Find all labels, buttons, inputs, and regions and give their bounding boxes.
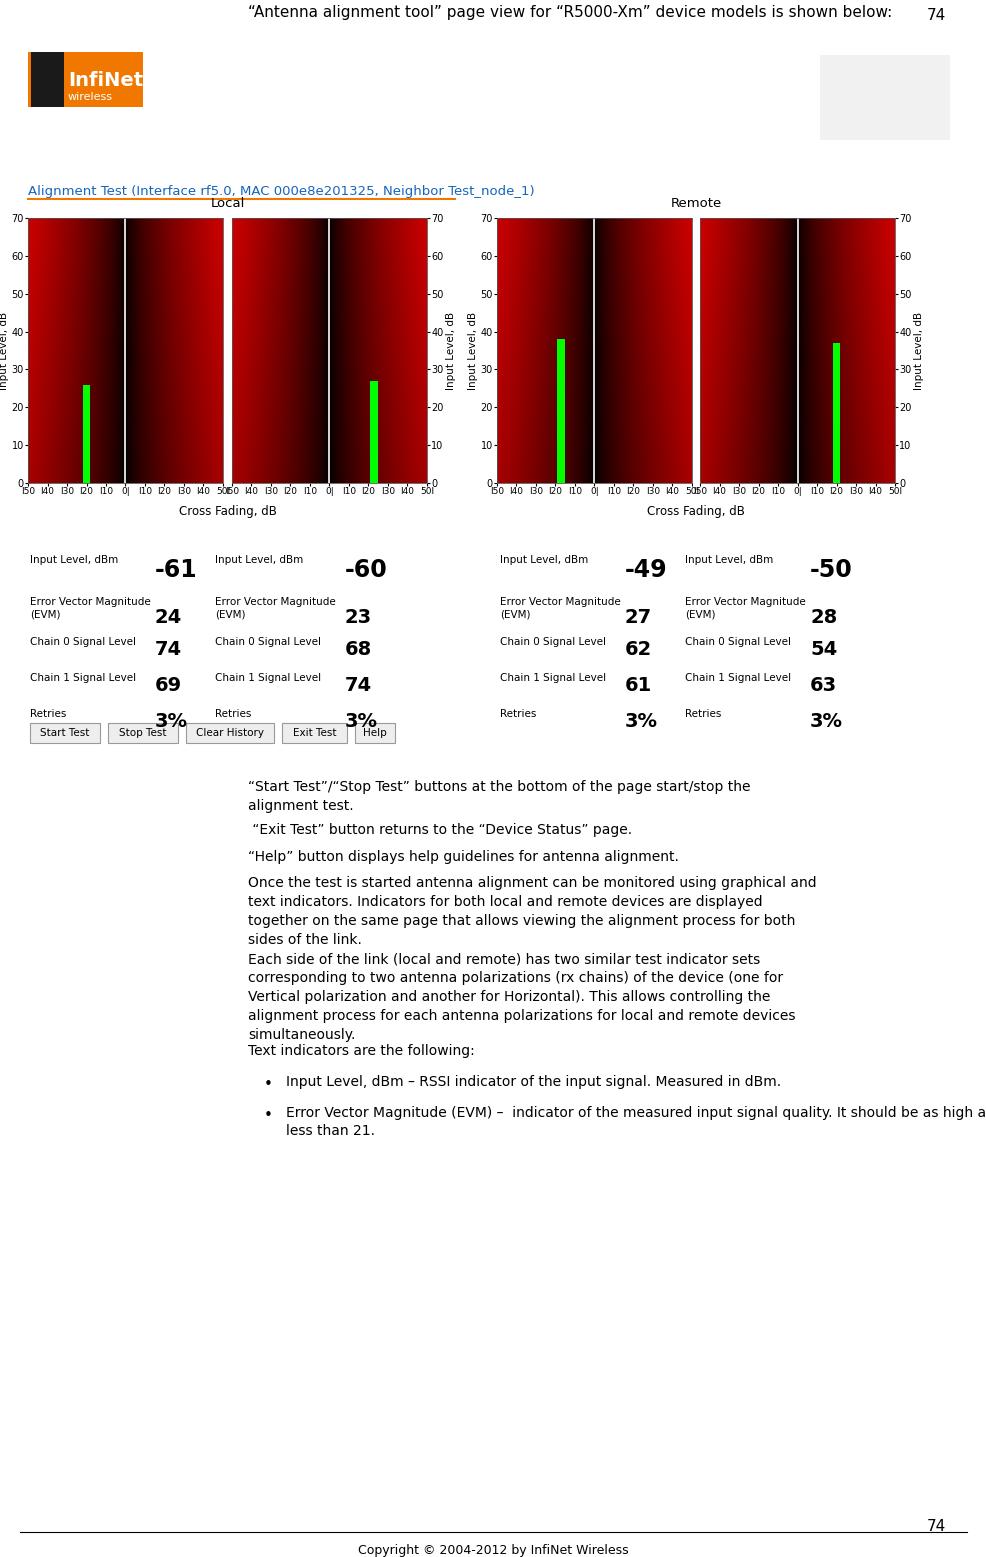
Text: Clear History: Clear History — [196, 729, 263, 738]
FancyBboxPatch shape — [282, 722, 347, 743]
Text: Chain 1 Signal Level: Chain 1 Signal Level — [500, 673, 605, 684]
Text: -49: -49 — [624, 557, 667, 582]
Text: Input Level, dBm: Input Level, dBm — [684, 554, 772, 565]
Text: Help: Help — [363, 729, 387, 738]
Text: Cross Fading, dB: Cross Fading, dB — [647, 504, 744, 518]
Text: 23: 23 — [345, 607, 372, 627]
Text: 74: 74 — [155, 640, 182, 659]
Text: 3%: 3% — [624, 712, 658, 730]
Text: Retries: Retries — [30, 708, 66, 719]
Text: Text indicators are the following:: Text indicators are the following: — [247, 1045, 474, 1059]
Text: 62: 62 — [624, 640, 652, 659]
Text: Input Level, dBm: Input Level, dBm — [215, 554, 303, 565]
Text: Error Vector Magnitude
(EVM): Error Vector Magnitude (EVM) — [684, 596, 805, 620]
Text: Input Level, dBm: Input Level, dBm — [500, 554, 588, 565]
Text: Retries: Retries — [500, 708, 535, 719]
Text: 3%: 3% — [810, 712, 842, 730]
Text: Chain 0 Signal Level: Chain 0 Signal Level — [30, 637, 136, 648]
Bar — [819, 54, 950, 140]
Text: •: • — [263, 1077, 272, 1091]
FancyBboxPatch shape — [107, 722, 177, 743]
Text: Chain 0 Signal Level: Chain 0 Signal Level — [684, 637, 790, 648]
Text: 63: 63 — [810, 676, 836, 694]
Text: “Antenna alignment tool” page view for “R5000-Xm” device models is shown below:: “Antenna alignment tool” page view for “… — [247, 5, 891, 20]
Bar — [31, 51, 64, 107]
Text: 27: 27 — [624, 607, 652, 627]
Text: Copyright © 2004-2012 by InfiNet Wireless: Copyright © 2004-2012 by InfiNet Wireles… — [358, 1545, 628, 1557]
Text: Stop Test: Stop Test — [119, 729, 167, 738]
Text: 68: 68 — [345, 640, 372, 659]
FancyBboxPatch shape — [30, 722, 100, 743]
Text: Error Vector Magnitude
(EVM): Error Vector Magnitude (EVM) — [500, 596, 620, 620]
Text: Cross Fading, dB: Cross Fading, dB — [178, 504, 276, 518]
Bar — [832, 343, 839, 483]
Text: Start Test: Start Test — [40, 729, 90, 738]
Text: •: • — [263, 1107, 272, 1123]
Text: Remote: Remote — [669, 198, 721, 210]
Text: Error Vector Magnitude (EVM) –  indicator of the measured input signal quality. : Error Vector Magnitude (EVM) – indicator… — [286, 1105, 986, 1138]
FancyBboxPatch shape — [355, 722, 394, 743]
Text: 3%: 3% — [155, 712, 187, 730]
Text: Retries: Retries — [684, 708, 721, 719]
Y-axis label: Input Level, dB: Input Level, dB — [913, 311, 923, 389]
Text: 74: 74 — [345, 676, 372, 694]
Text: 54: 54 — [810, 640, 836, 659]
Text: Error Vector Magnitude
(EVM): Error Vector Magnitude (EVM) — [215, 596, 335, 620]
Text: InfiNet: InfiNet — [68, 70, 143, 89]
Text: Chain 1 Signal Level: Chain 1 Signal Level — [30, 673, 136, 684]
Bar — [370, 381, 378, 483]
Text: 69: 69 — [155, 676, 182, 694]
FancyBboxPatch shape — [185, 722, 274, 743]
Text: 3%: 3% — [345, 712, 378, 730]
Text: Exit Test: Exit Test — [293, 729, 336, 738]
Text: Chain 1 Signal Level: Chain 1 Signal Level — [684, 673, 791, 684]
Text: Once the test is started antenna alignment can be monitored using graphical and
: Once the test is started antenna alignme… — [247, 877, 815, 947]
Y-axis label: Input Level, dB: Input Level, dB — [0, 311, 9, 389]
Bar — [83, 385, 91, 483]
Text: -50: -50 — [810, 557, 852, 582]
Text: 24: 24 — [155, 607, 182, 627]
Text: Retries: Retries — [215, 708, 251, 719]
Text: Error Vector Magnitude
(EVM): Error Vector Magnitude (EVM) — [30, 596, 151, 620]
Text: 74: 74 — [926, 8, 946, 23]
Text: 28: 28 — [810, 607, 836, 627]
Text: Input Level, dBm – RSSI indicator of the input signal. Measured in dBm.: Input Level, dBm – RSSI indicator of the… — [286, 1074, 780, 1088]
Bar — [28, 51, 143, 107]
Text: Input Level, dBm: Input Level, dBm — [30, 554, 118, 565]
Text: -61: -61 — [155, 557, 197, 582]
Text: 61: 61 — [624, 676, 652, 694]
Bar — [557, 339, 565, 483]
Text: -60: -60 — [345, 557, 387, 582]
Text: Alignment Test (Interface rf5.0, MAC 000e8e201325, Neighbor Test_node_1): Alignment Test (Interface rf5.0, MAC 000… — [28, 185, 534, 198]
Text: “Start Test”/“Stop Test” buttons at the bottom of the page start/stop the
alignm: “Start Test”/“Stop Test” buttons at the … — [247, 780, 749, 813]
Text: Chain 0 Signal Level: Chain 0 Signal Level — [215, 637, 320, 648]
Text: Chain 0 Signal Level: Chain 0 Signal Level — [500, 637, 605, 648]
Y-axis label: Input Level, dB: Input Level, dB — [446, 311, 456, 389]
Text: Each side of the link (local and remote) has two similar test indicator sets
cor: Each side of the link (local and remote)… — [247, 951, 795, 1042]
Text: Local: Local — [210, 198, 245, 210]
Text: “Help” button displays help guidelines for antenna alignment.: “Help” button displays help guidelines f… — [247, 850, 678, 864]
Text: 74: 74 — [926, 1520, 946, 1534]
Y-axis label: Input Level, dB: Input Level, dB — [467, 311, 477, 389]
Text: Chain 1 Signal Level: Chain 1 Signal Level — [215, 673, 320, 684]
Text: wireless: wireless — [68, 92, 112, 103]
Text: “Exit Test” button returns to the “Device Status” page.: “Exit Test” button returns to the “Devic… — [247, 824, 631, 838]
